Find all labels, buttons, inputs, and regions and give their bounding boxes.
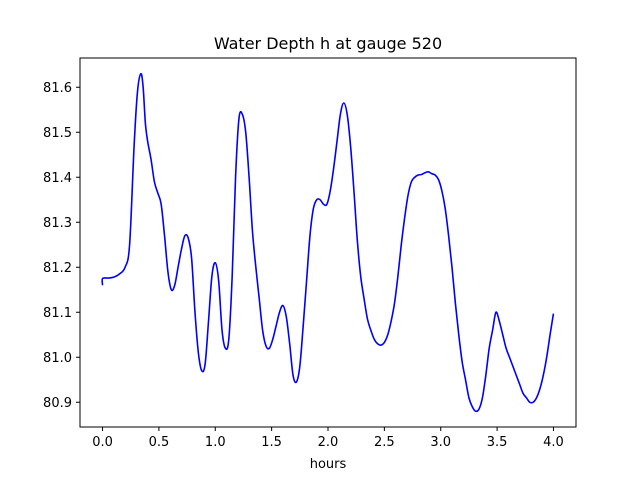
series-line [101,72,555,413]
y-tick-label: 81.4 [43,171,72,186]
x-tick-label: 2.0 [318,435,339,450]
y-axis-ticks: 80.9 81.0 81.1 81.2 81.3 81.4 81.5 81.6 [43,81,80,411]
y-tick-label: 81.5 [43,126,72,141]
x-tick-label: 4.0 [543,435,564,450]
y-tick-label: 81.3 [43,216,72,231]
x-axis-label: hours [310,457,347,472]
y-tick-label: 81.1 [43,306,72,321]
y-tick-label: 80.9 [43,396,72,411]
x-tick-label: 3.0 [430,435,451,450]
x-tick-label: 3.5 [487,435,508,450]
x-axis-ticks: 0.0 0.5 1.0 1.5 2.0 2.5 3.0 3.5 4.0 [92,427,564,450]
y-tick-label: 81.2 [43,261,72,276]
y-tick-label: 81.0 [43,351,72,366]
x-tick-label: 1.0 [205,435,226,450]
x-tick-label: 2.5 [374,435,395,450]
x-tick-label: 1.5 [261,435,282,450]
y-tick-label: 81.6 [43,81,72,96]
x-tick-label: 0.5 [149,435,170,450]
x-tick-label: 0.0 [92,435,113,450]
chart-title: Water Depth h at gauge 520 [214,34,442,53]
